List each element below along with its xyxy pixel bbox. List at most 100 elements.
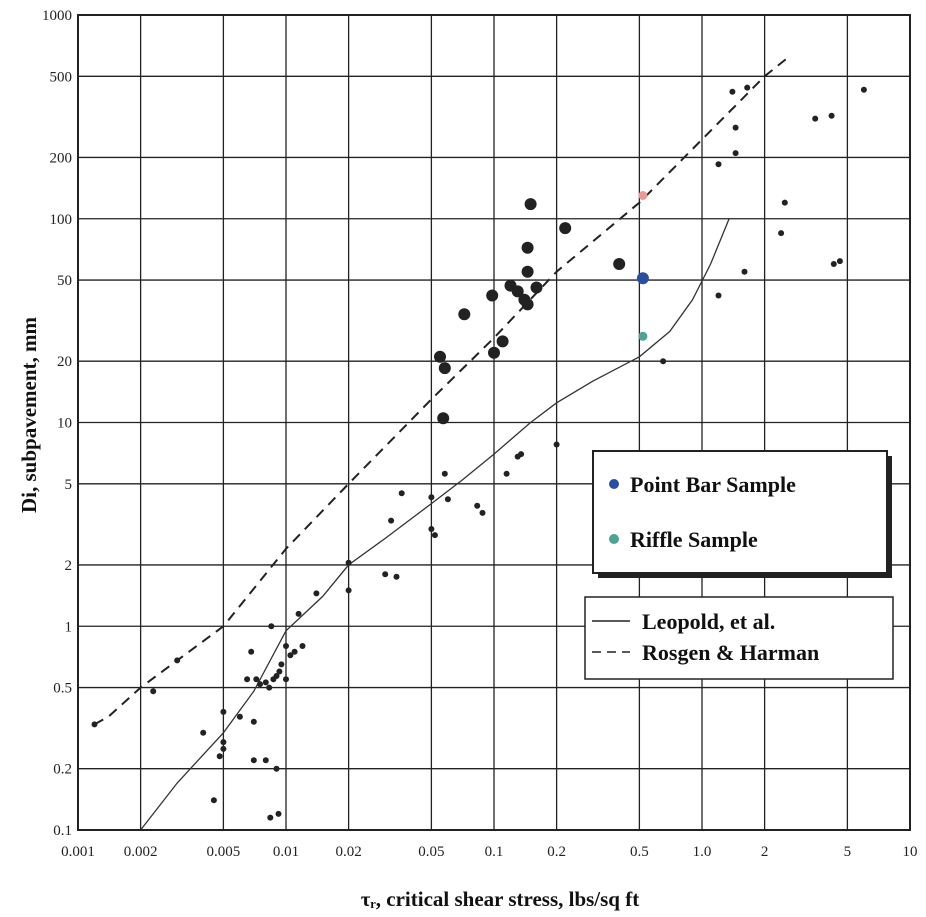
small-data-points-point [503, 470, 510, 477]
trend-lines [94, 56, 789, 831]
y-tick-label: 0.2 [53, 762, 72, 778]
x-tick-label: 0.005 [207, 844, 241, 860]
large-data-points-point [458, 308, 471, 321]
small-data-points-point [287, 652, 294, 659]
x-tick-label: 1.0 [693, 844, 712, 860]
small-data-points-point [276, 668, 283, 675]
small-data-points-point [428, 526, 435, 532]
small-data-points-point [345, 587, 352, 594]
small-data-points-point [744, 84, 751, 91]
y-tick-label: 20 [57, 354, 72, 370]
large-data-points-point [437, 412, 450, 425]
rosgen-harman-line [94, 56, 789, 726]
small-data-points-point [278, 661, 285, 668]
small-data-points-point [268, 623, 275, 630]
large-data-points-point [524, 198, 537, 211]
small-data-points-point [741, 268, 748, 275]
small-data-points-point [200, 729, 207, 736]
large-data-points-point [559, 222, 572, 235]
grid [77, 14, 911, 831]
small-data-points-point [150, 688, 157, 695]
small-data-points-point [283, 643, 289, 649]
small-data-points-point [398, 490, 405, 497]
x-tick-label: 10 [903, 844, 918, 860]
small-data-points-point [253, 676, 260, 683]
y-tick-label: 1 [65, 619, 73, 635]
x-tick-label: 0.001 [61, 844, 95, 860]
legend-lines-box [584, 596, 894, 680]
legend-leopold-label: Leopold, et al. [642, 609, 775, 634]
y-tick-label: 10 [57, 416, 72, 432]
data-points [91, 84, 867, 821]
x-tick-label: 0.02 [335, 844, 361, 860]
small-data-points-point [828, 112, 835, 119]
legend-rosgen-label: Rosgen & Harman [642, 640, 819, 665]
x-axis-label: τᵣ, critical shear stress, lbs/sq ft [361, 887, 639, 911]
small-data-points-point [428, 494, 435, 501]
small-data-points-point [479, 509, 486, 516]
large-data-points-point [488, 346, 500, 359]
large-data-points-point [438, 362, 451, 375]
large-data-points-point [496, 335, 509, 348]
x-tick-label: 0.2 [547, 844, 566, 860]
y-tick-label: 2 [65, 558, 73, 574]
small-data-points-point [295, 610, 302, 617]
small-data-points-point [291, 648, 298, 655]
small-data-points-point [236, 713, 243, 720]
large-data-points-point [530, 281, 543, 294]
small-data-points-point [174, 657, 181, 664]
small-data-points-point [781, 199, 788, 206]
small-data-points-point [313, 590, 320, 597]
small-data-points-point [729, 88, 736, 95]
small-data-points-point [91, 721, 98, 728]
small-data-points-point [248, 648, 255, 655]
legend-riffle-label: Riffle Sample [630, 527, 758, 552]
large-data-points-point [613, 258, 626, 270]
large-data-points-point [511, 285, 524, 298]
small-data-points-point [836, 258, 843, 265]
small-data-points-point [860, 86, 867, 93]
small-data-points-point [220, 739, 227, 746]
small-data-points-point [250, 757, 257, 764]
small-data-points-point [474, 502, 481, 509]
small-data-points-point [388, 517, 395, 524]
x-tick-label: 0.05 [418, 844, 444, 860]
large-data-points-point [486, 289, 499, 302]
y-tick-label: 0.5 [53, 681, 72, 697]
small-data-points-point [220, 745, 227, 752]
large-data-points-point [521, 298, 534, 311]
legend-samples-box [592, 450, 888, 574]
small-data-points-point [299, 643, 306, 649]
small-data-points-point [266, 684, 273, 691]
y-tick-label: 1000 [42, 8, 72, 24]
legend-point-bar-label: Point Bar Sample [630, 472, 796, 497]
x-tick-label: 0.01 [273, 844, 299, 860]
y-tick-label: 50 [57, 273, 72, 289]
leopold-et-al-line [140, 218, 730, 831]
legend-point-bar-marker [609, 479, 619, 489]
y-axis-label: Di, subpavement, mm [17, 316, 41, 513]
small-data-points-point [715, 292, 722, 299]
small-data-points-point [275, 810, 282, 817]
small-data-points-point [732, 150, 739, 157]
small-data-points-point [830, 261, 837, 267]
highlight-point [638, 191, 648, 200]
small-data-points-point [382, 571, 389, 578]
small-data-points-point [441, 470, 448, 477]
point-bar-sample-point [636, 272, 649, 285]
large-data-points-point [434, 350, 446, 363]
small-data-points-point [660, 358, 667, 365]
small-data-points-point [262, 679, 269, 686]
legend-riffle-marker [609, 534, 619, 544]
small-data-points-point [216, 753, 223, 760]
small-data-points-point [262, 757, 269, 764]
small-data-points-point [431, 532, 438, 539]
tick-labels: 0.001 0.002 0.005 0.01 0.02 0.05 0.1 0.2 0.5 1.0 2… [42, 8, 918, 860]
small-data-points-point [393, 573, 400, 580]
legend-samples: Point Bar Sample Riffle Sample [592, 450, 892, 578]
small-data-points-point [273, 765, 280, 772]
large-data-points-point [521, 265, 534, 278]
small-data-points-point [444, 496, 451, 503]
riffle-sample-point [638, 331, 648, 341]
